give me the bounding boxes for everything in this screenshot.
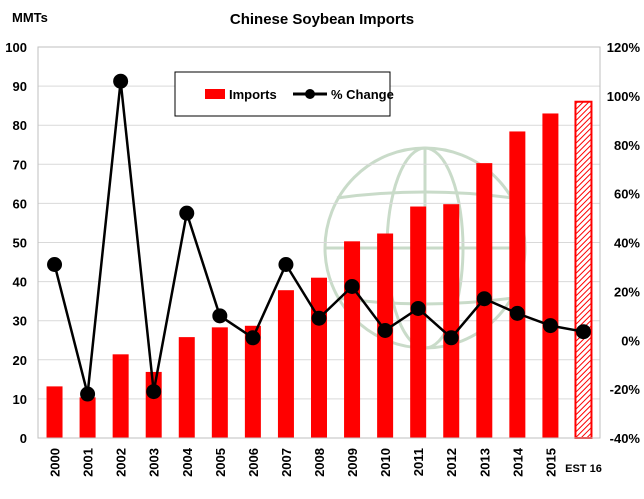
y-left-tick-label: 10 — [13, 392, 27, 407]
bar — [79, 397, 96, 438]
x-tick-label: 2007 — [279, 448, 294, 477]
percent-change-point — [311, 310, 327, 326]
y-left-tick-label: 30 — [13, 314, 27, 329]
percent-change-point — [278, 256, 294, 272]
percent-change-point — [344, 278, 360, 294]
chart-title: Chinese Soybean Imports — [230, 11, 414, 28]
percent-change-point — [47, 256, 63, 272]
bar — [509, 131, 526, 438]
y-right-tick-labels: -40% -20% 0% 20% 40% 60% 80% 100% 120% — [607, 40, 641, 446]
bar — [112, 354, 129, 438]
percent-change-point — [179, 205, 195, 221]
y-left-tick-label: 20 — [13, 353, 27, 368]
x-tick-label-estimate: EST 16 — [565, 463, 602, 475]
bar — [443, 204, 460, 438]
plot-area-border — [37, 46, 601, 439]
y-left-tick-label: 40 — [13, 275, 27, 290]
y-left-axis-label: MMTs — [12, 10, 48, 25]
percent-change-point — [476, 291, 492, 307]
percent-change-point — [80, 386, 96, 402]
bar — [542, 113, 559, 438]
y-left-tick-label: 60 — [13, 196, 27, 211]
y-left-tick-label: 100 — [5, 40, 27, 55]
bar — [311, 277, 327, 438]
x-tick-label: 2004 — [180, 447, 195, 477]
bar — [344, 241, 361, 438]
legend-imports-swatch — [205, 89, 225, 99]
x-tick-label: 2003 — [147, 448, 162, 477]
bar — [277, 290, 294, 438]
y-right-tick-label: -40% — [610, 431, 641, 446]
percent-change-point — [575, 324, 591, 340]
y-right-tick-label: 0% — [621, 333, 640, 348]
x-tick-label: 2005 — [213, 448, 228, 477]
bar — [178, 337, 195, 438]
percent-change-point — [212, 308, 228, 324]
x-tick-label: 2012 — [444, 448, 459, 477]
y-right-tick-label: 100% — [607, 89, 641, 104]
legend-change-label: % Change — [331, 87, 394, 102]
percent-change-point — [509, 305, 525, 321]
y-left-tick-label: 0 — [20, 431, 27, 446]
x-tick-label: 2009 — [345, 448, 360, 477]
bar — [244, 325, 261, 438]
x-tick-label: 2002 — [114, 448, 129, 477]
y-right-tick-label: 20% — [614, 284, 640, 299]
bar-estimate — [574, 100, 593, 440]
percent-change-point — [542, 318, 558, 334]
x-tick-label: 2006 — [246, 448, 261, 477]
x-tick-labels: 2000 2001 2002 2003 2004 2005 2006 2007 2008 2009… — [48, 447, 602, 477]
bar — [410, 206, 427, 438]
percent-change-point — [245, 330, 261, 346]
y-right-tick-label: 60% — [614, 187, 640, 202]
bars-layer — [46, 100, 593, 440]
percent-change-point — [377, 322, 393, 338]
points-layer — [47, 73, 591, 402]
x-tick-label: 2015 — [543, 448, 558, 477]
y-right-tick-label: -20% — [610, 382, 641, 397]
y-left-tick-label: 70 — [13, 157, 27, 172]
x-tick-label: 2013 — [477, 448, 492, 477]
percent-change-point — [410, 300, 426, 316]
percent-change-point — [113, 73, 129, 89]
x-tick-label: 2014 — [510, 447, 525, 477]
y-right-tick-label: 120% — [607, 40, 641, 55]
y-left-tick-label: 80 — [13, 118, 27, 133]
axis-layer — [37, 46, 601, 439]
x-tick-label: 2011 — [411, 448, 426, 476]
legend-imports-label: Imports — [229, 87, 277, 102]
bar — [46, 386, 63, 438]
x-tick-label: 2000 — [48, 448, 63, 477]
y-right-tick-label: 80% — [614, 138, 640, 153]
y-left-tick-label: 50 — [13, 236, 27, 251]
y-right-tick-label: 40% — [614, 236, 640, 251]
x-tick-label: 2001 — [81, 448, 96, 477]
y-left-tick-labels: 0 10 20 30 40 50 60 70 80 90 100 — [5, 40, 27, 446]
legend-change-marker — [305, 89, 315, 99]
x-tick-label: 2010 — [378, 448, 393, 477]
percent-change-point — [443, 330, 459, 346]
y-left-tick-label: 90 — [13, 79, 27, 94]
percent-change-point — [146, 384, 162, 400]
legend: Imports % Change — [174, 71, 394, 117]
x-tick-label: 2008 — [312, 448, 327, 477]
bar — [211, 327, 228, 438]
